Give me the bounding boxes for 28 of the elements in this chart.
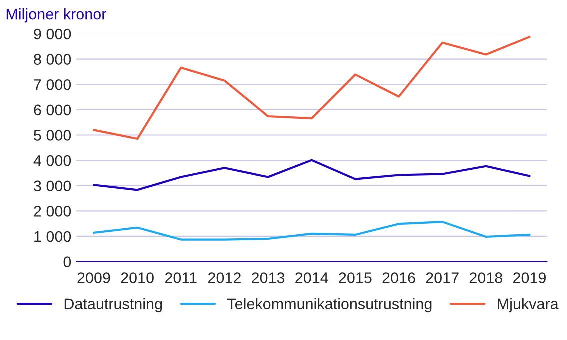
y-tick-label: 5 000 xyxy=(34,130,72,141)
x-tick-label: 2010 xyxy=(121,272,154,284)
x-tick-label: 2011 xyxy=(165,272,197,284)
x-tick-label: 2009 xyxy=(78,272,110,284)
y-tick-label: 1 000 xyxy=(34,231,72,242)
line-series xyxy=(92,36,531,140)
x-tick-label: 2014 xyxy=(296,272,328,284)
legend-label: Datautrustning xyxy=(64,298,162,313)
x-tick-label: 2012 xyxy=(208,272,241,284)
line-series xyxy=(92,221,531,241)
y-tick-label: 6 000 xyxy=(34,104,72,116)
x-tick-label: 2013 xyxy=(252,272,285,284)
legend-label: Telekommunikationsutrustning xyxy=(228,298,432,313)
y-tick-label: 7 000 xyxy=(34,79,72,90)
x-tick-label: 2016 xyxy=(382,272,416,284)
y-tick-label: 8 000 xyxy=(34,54,72,65)
x-tick-label: 2017 xyxy=(426,272,459,284)
x-tick-label: 2019 xyxy=(514,272,546,284)
x-tick-label: 2018 xyxy=(470,272,502,284)
y-tick-label: 9 000 xyxy=(34,28,72,40)
y-tick-label: 4 000 xyxy=(34,155,72,166)
y-tick-label: 0 xyxy=(64,256,72,268)
y-tick-label: 3 000 xyxy=(34,180,72,192)
x-tick-label: 2015 xyxy=(339,272,372,284)
line-series xyxy=(92,159,531,192)
legend-label: Mjukvara xyxy=(498,298,559,313)
y-tick-label: 2 000 xyxy=(34,206,72,217)
y-axis-title: Miljoner kronor xyxy=(6,8,106,23)
